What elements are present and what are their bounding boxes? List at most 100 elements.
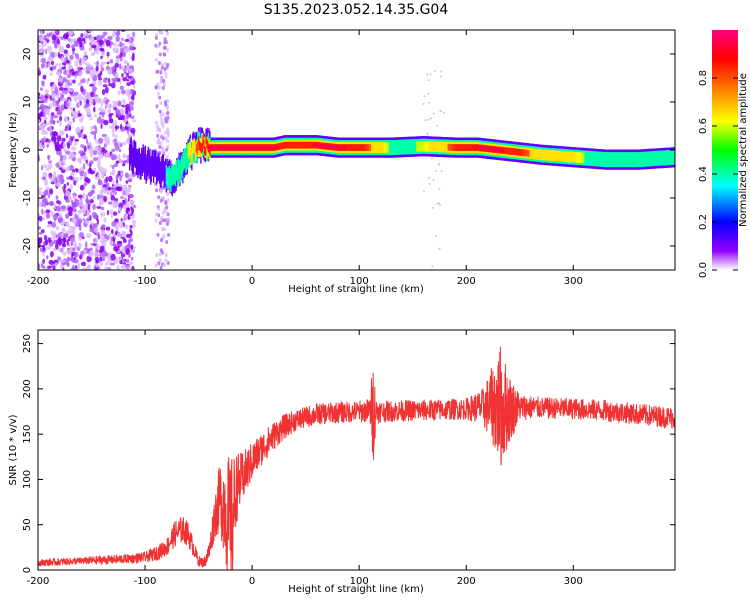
ridge-mark xyxy=(296,141,299,149)
ridge-mark xyxy=(605,152,607,168)
speckle-mark xyxy=(160,117,164,122)
ridge-mark xyxy=(425,141,428,152)
ridge-mark xyxy=(221,145,224,150)
speckle-mark xyxy=(122,77,127,82)
ridge-mark xyxy=(583,150,586,166)
speckle-mark xyxy=(80,33,84,38)
speckle-mark xyxy=(166,127,169,132)
speckle-mark xyxy=(111,148,116,152)
speckle-mark xyxy=(130,76,133,82)
ridge-mark xyxy=(138,148,140,175)
ridge-mark xyxy=(390,140,392,156)
ridge-mark xyxy=(645,151,647,167)
ridge-mark xyxy=(637,152,639,168)
ridge-mark xyxy=(624,152,626,168)
ridge-mark xyxy=(459,144,461,151)
ridge-mark xyxy=(604,152,606,167)
ridge-mark xyxy=(586,150,589,166)
ridge-mark xyxy=(449,143,451,151)
speckle-mark xyxy=(132,85,136,89)
ridge-mark xyxy=(207,143,210,153)
ridge-mark xyxy=(631,152,634,168)
ridge-mark xyxy=(436,141,438,153)
ridge-mark xyxy=(180,155,183,175)
speckle-mark xyxy=(38,44,41,48)
speckle-mark xyxy=(104,105,107,109)
speckle-mark xyxy=(73,142,78,146)
ridge-mark xyxy=(304,141,306,149)
speckle-mark xyxy=(98,253,104,257)
speckle-mark xyxy=(166,192,169,196)
speckle-mark xyxy=(166,31,169,36)
speckle-mark xyxy=(120,57,123,62)
ridge-mark xyxy=(416,141,418,152)
ridge-mark xyxy=(592,151,595,167)
ridge-mark xyxy=(134,141,136,168)
speckle-mark xyxy=(88,167,92,172)
speckle-mark xyxy=(71,267,75,270)
ridge-mark xyxy=(574,152,577,163)
ridge-mark xyxy=(347,144,349,151)
ridge-mark xyxy=(343,145,345,150)
speckle-mark xyxy=(118,207,121,211)
speckle-mark xyxy=(438,187,441,190)
ridge-mark xyxy=(377,142,379,153)
speckle-mark xyxy=(57,89,61,96)
speckle-mark xyxy=(162,52,166,57)
speckle-mark xyxy=(439,110,442,113)
ridge-mark xyxy=(446,141,449,153)
x-tick-label: 100 xyxy=(350,276,369,287)
ridge-mark xyxy=(193,143,195,164)
ridge-mark xyxy=(577,152,579,163)
speckle-mark xyxy=(67,207,74,211)
speckle-mark xyxy=(77,82,83,87)
ridge-mark xyxy=(370,142,372,153)
speckle-mark xyxy=(100,123,103,129)
speckle-mark xyxy=(108,114,112,119)
speckle-mark xyxy=(96,155,101,162)
speckle-mark xyxy=(83,249,87,254)
ridge-mark xyxy=(577,152,580,163)
ridge-mark xyxy=(526,149,528,157)
ridge-mark xyxy=(392,140,394,155)
ridge-mark xyxy=(507,147,509,155)
ridge-mark xyxy=(197,130,199,151)
speckle-mark xyxy=(79,41,83,48)
ridge-mark xyxy=(568,151,570,163)
speckle-mark xyxy=(166,217,170,222)
ridge-mark xyxy=(568,151,571,163)
ridge-mark xyxy=(216,145,219,150)
ridge-mark xyxy=(242,145,244,150)
ridge-mark xyxy=(508,147,510,155)
speckle-mark xyxy=(428,183,431,185)
speckle-mark xyxy=(104,261,109,266)
ridge-mark xyxy=(503,147,505,154)
speckle-mark xyxy=(165,48,169,53)
ridge-mark xyxy=(312,143,314,147)
speckle-mark xyxy=(116,30,121,36)
ridge-mark xyxy=(509,147,511,155)
speckle-mark xyxy=(68,65,73,70)
speckle-mark xyxy=(66,248,72,255)
ridge-mark xyxy=(318,143,320,148)
ridge-mark xyxy=(652,151,654,167)
ridge-mark xyxy=(253,145,255,150)
speckle-mark xyxy=(129,225,133,229)
speckle-mark xyxy=(39,103,45,109)
ridge-mark xyxy=(129,144,131,171)
ridge-mark xyxy=(186,150,189,170)
ridge-mark xyxy=(460,144,462,151)
ridge-mark xyxy=(592,151,594,167)
ridge-mark xyxy=(406,139,408,155)
ridge-mark xyxy=(227,145,229,150)
speckle-mark xyxy=(83,105,89,108)
ridge-mark xyxy=(590,151,592,166)
ridge-mark xyxy=(519,149,521,156)
speckle-mark xyxy=(164,253,168,258)
speckle-mark xyxy=(62,251,65,255)
speckle-mark xyxy=(103,119,109,126)
speckle-mark xyxy=(158,258,162,263)
speckle-mark xyxy=(73,180,77,186)
speckle-mark xyxy=(38,92,41,97)
